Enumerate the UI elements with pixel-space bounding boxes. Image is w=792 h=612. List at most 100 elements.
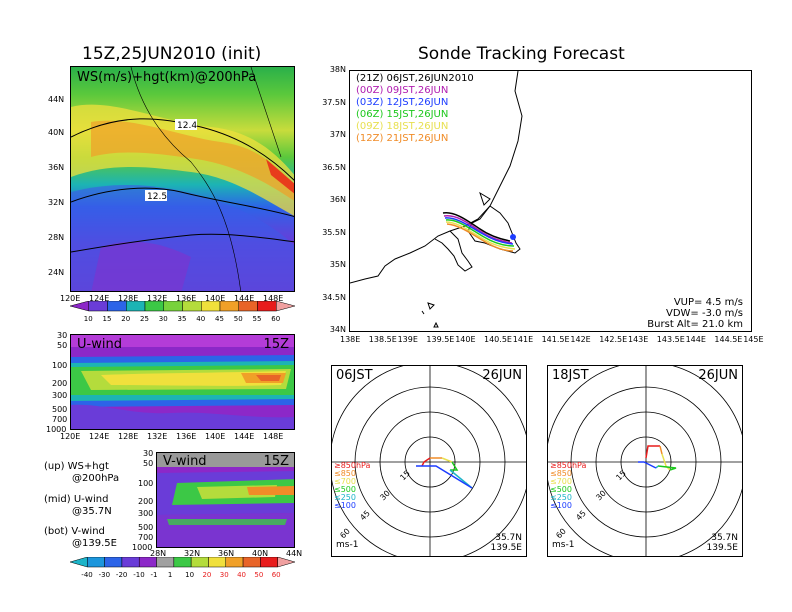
hodo-right-lon: 139.5E (706, 543, 738, 553)
hodograph-left: 06JST 26JUN ≥850hPa ≤850 ≤700 ≤500 ≤250 ≤100 … (331, 365, 527, 557)
ws-lon-tick: 128E (118, 294, 139, 303)
hodo-right-time: 18JST (552, 368, 589, 383)
hodo-level-label: ≤700 (334, 477, 356, 486)
uv-colorbar-label: 60 (272, 571, 281, 579)
v-pressure-tick: 30 (143, 449, 154, 458)
v-wind-field (157, 453, 294, 547)
ws-colorbar-box (201, 301, 221, 312)
u-lon-tick: 124E (89, 432, 110, 441)
ws-lon-tick: 140E (205, 294, 226, 303)
uv-colorbar-box (121, 557, 140, 568)
uv-colorbar-box (173, 557, 192, 568)
ws-lon-tick: 132E (147, 294, 168, 303)
track-legend: (21Z) 06JST,26JUN2010 (00Z) 09JST,26JUN (0… (356, 73, 474, 145)
u-lon-tick: 128E (118, 432, 139, 441)
ws-colorbar-label: 40 (196, 315, 205, 323)
hodo-level-label: ≤500 (334, 485, 356, 494)
uv-colorbar-label: 20 (202, 571, 211, 579)
ws-colorbar-label: 15 (103, 315, 112, 323)
ws-lat-tick: 36N (48, 163, 65, 172)
uv-colorbar-label: 30 (220, 571, 229, 579)
uv-colorbar-box (242, 557, 261, 568)
ws-lon-tick: 120E (60, 294, 81, 303)
left-title: 15Z,25JUN2010 (init) (82, 44, 262, 64)
uv-colorbar-label: 10 (185, 571, 194, 579)
v-lat-tick: 28N (150, 549, 167, 558)
u-lon-tick: 148E (263, 432, 284, 441)
hodo-level-label: ≤700 (550, 477, 572, 486)
ws-colorbar-label: 35 (178, 315, 187, 323)
ws-colorbar-label: 30 (159, 315, 168, 323)
ws-contour-label-2: 12.5 (147, 192, 167, 202)
track-lon-tick: 138.5E (368, 335, 397, 344)
track-lon-tick: 142.5E (599, 335, 628, 344)
uv-colorbar-box (260, 557, 278, 568)
v-wind-label: V-wind (163, 454, 207, 469)
burst-text: Burst Alt= 21.0 km (647, 319, 743, 330)
v-pressure-tick: 500 (138, 523, 154, 532)
track-lon-tick: 140.5E (484, 335, 512, 344)
hodograph-left-rings (332, 366, 526, 556)
hodo-left-units: ms-1 (336, 540, 359, 550)
uv-colorbar-label: -10 (133, 571, 144, 579)
ws-colorbar-box (107, 301, 127, 312)
hodo-right-lat: 35.7N (711, 533, 738, 543)
note-up-1: (up) WS+hgt (44, 461, 109, 472)
u-pressure-tick: 200 (52, 379, 68, 388)
ws-colorbar-box (238, 301, 258, 312)
v-wind-panel: V-wind 15Z (156, 452, 295, 548)
hodo-left-time: 06JST (336, 368, 373, 383)
ws-colorbar-label: 60 (271, 315, 280, 323)
track-lon-tick: 143.5E (656, 335, 685, 344)
track-lat-tick: 38N (329, 65, 346, 74)
hodo-right-date: 26JUN (698, 368, 738, 383)
hodo-level-label: ≤250 (550, 493, 572, 502)
uv-colorbar-label: 50 (254, 571, 263, 579)
ws-colorbar-box (276, 301, 295, 312)
ws-colorbar-box (70, 301, 89, 312)
uv-colorbar-label: 40 (237, 571, 246, 579)
track-lon-tick: 143E (628, 335, 649, 344)
right-title: Sonde Tracking Forecast (418, 44, 625, 64)
v-pressure-tick: 200 (138, 497, 154, 506)
track-map-panel: (21Z) 06JST,26JUN2010 (00Z) 09JST,26JUN (0… (349, 70, 752, 332)
track-lon-tick: 138E (340, 335, 361, 344)
note-mid-1: (mid) U-wind (44, 494, 109, 505)
ws-colorbar-box (163, 301, 183, 312)
hodo-left-location: 35.7N 139.5E (491, 533, 522, 553)
track-lon-tick: 141E (512, 335, 534, 344)
ws-map-field: 12.4 12.5 (71, 67, 294, 291)
track-lat-tick: 37N (329, 130, 346, 139)
ws-colorbar: 10 15 20 25 30 35 40 45 50 55 60 (70, 301, 295, 323)
u-lon-tick: 140E (205, 432, 226, 441)
uv-colorbar-box (87, 557, 105, 568)
ws-lat-tick: 44N (48, 95, 65, 104)
u-pressure-tick: 500 (52, 405, 68, 414)
hodo-right-location: 35.7N 139.5E (707, 533, 738, 553)
ws-lon-tick: 148E (263, 294, 284, 303)
ws-colorbar-box (126, 301, 146, 312)
hodo-level-label: ≤100 (550, 501, 572, 510)
ws-colorbar-label: 10 (84, 315, 93, 323)
track-legend-item: (21Z) 06JST,26JUN2010 (356, 73, 474, 84)
v-lat-tick: 32N (184, 549, 201, 558)
track-legend-item: (12Z) 21JST,26JUN (356, 133, 449, 144)
vdw-text: VDW= -3.0 m/s (666, 308, 743, 319)
uv-colorbar-box (208, 557, 227, 568)
note-bot-1: (bot) V-wind (44, 526, 105, 537)
ws-lon-tick: 136E (176, 294, 197, 303)
track-lat-tick: 37.5N (322, 97, 346, 107)
ws-contour-label-1: 12.4 (177, 121, 197, 131)
uv-colorbar-box (190, 557, 209, 568)
v-pressure-tick: 50 (143, 459, 154, 468)
v-lat-tick: 44N (286, 549, 303, 558)
u-wind-field (71, 335, 294, 429)
ws-colorbar-label: 55 (253, 315, 262, 323)
v-pressure-tick: 700 (138, 533, 154, 542)
track-lon-tick: 144.5E (714, 335, 743, 344)
uv-colorbar-label: -40 (81, 571, 92, 579)
ws-lat-tick: 24N (48, 268, 65, 277)
ws-colorbar-box (219, 301, 239, 312)
ws-colorbar-label: 25 (140, 315, 149, 323)
uv-colorbar: -40 -30 -20 -10 -1 1 10 20 30 40 50 60 (70, 557, 295, 579)
